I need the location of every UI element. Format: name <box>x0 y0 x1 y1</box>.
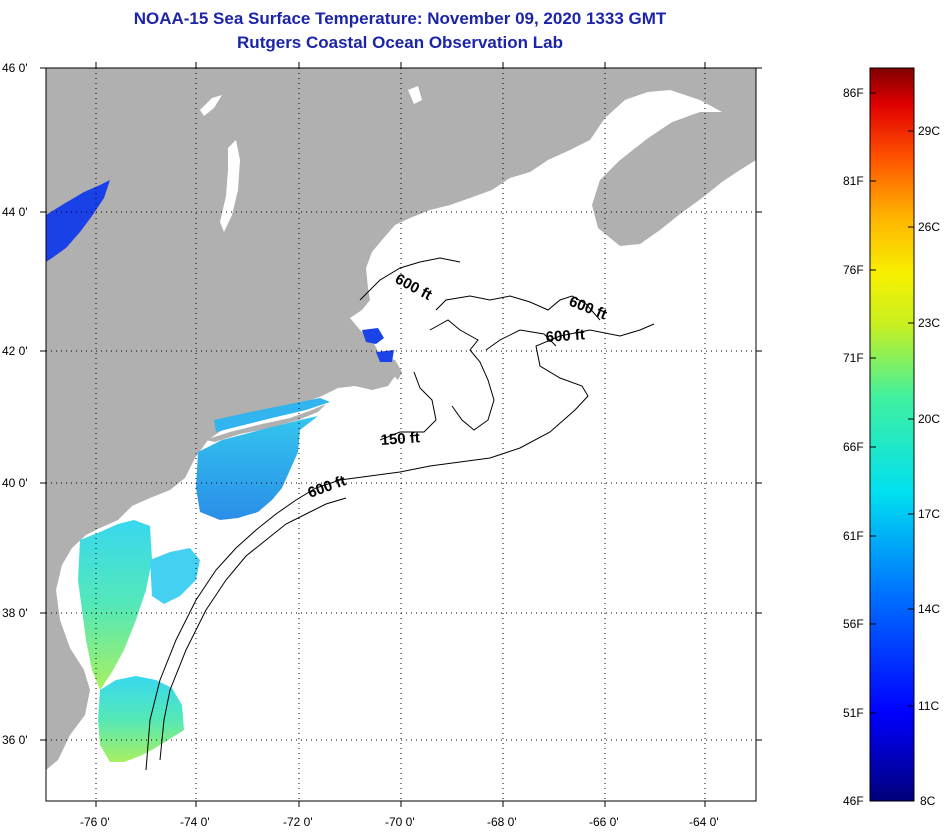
colorbar-label-8c: 8C <box>920 794 936 808</box>
colorbar-label-20c: 20C <box>918 412 940 426</box>
lat-label-42: 42 0' <box>2 344 28 358</box>
lon-label-66: -66 0' <box>589 815 619 829</box>
lake-ontario-sst <box>46 180 110 262</box>
land-nova-scotia <box>592 110 756 246</box>
lon-label-72: -72 0' <box>283 815 313 829</box>
colorbar-label-71f: 71F <box>843 351 864 365</box>
lat-label-36: 36 0' <box>2 733 28 747</box>
colorbar-c-ticks <box>908 130 914 707</box>
water-gulf-st-lawrence <box>605 90 722 160</box>
bathymetry-contours <box>145 257 655 771</box>
lon-label-74: -74 0' <box>180 815 210 829</box>
colorbar-label-81f: 81F <box>843 174 864 188</box>
colorbar-label-86f: 86F <box>843 86 864 100</box>
sst-mid-atlantic-bight <box>196 416 318 520</box>
lat-label-44: 44 0' <box>2 205 28 219</box>
colorbar-label-26c: 26C <box>918 220 940 234</box>
colorbar-label-51f: 51F <box>843 706 864 720</box>
lon-label-70: -70 0' <box>385 815 415 829</box>
lon-label-76: -76 0' <box>80 815 110 829</box>
lat-label-38: 38 0' <box>2 606 28 620</box>
colorbar-label-29c: 29C <box>918 124 940 138</box>
land-mainland <box>46 68 756 770</box>
lon-label-64: -64 0' <box>689 815 719 829</box>
colorbar-label-56f: 56F <box>843 617 864 631</box>
inland-lakes <box>200 86 422 232</box>
lat-label-40: 40 0' <box>2 476 28 490</box>
colorbar-label-23c: 23C <box>918 316 940 330</box>
sst-chesapeake <box>78 520 152 690</box>
colorbar-label-66f: 66F <box>843 440 864 454</box>
colorbar-label-17c: 17C <box>918 507 940 521</box>
sst-hatteras <box>98 676 184 762</box>
graticule <box>46 68 756 801</box>
colorbar-label-76f: 76F <box>843 263 864 277</box>
colorbar-label-46f: 46F <box>843 794 864 808</box>
colorbar <box>869 67 915 802</box>
colorbar-label-14c: 14C <box>918 602 940 616</box>
map-title: NOAA-15 Sea Surface Temperature: Novembe… <box>133 9 667 28</box>
colorbar-label-11c: 11C <box>918 699 939 713</box>
lat-label-46: 46 0' <box>2 61 28 75</box>
tick-marks <box>40 62 762 807</box>
lon-label-68: -68 0' <box>487 815 517 829</box>
sst-long-island-sound <box>214 398 330 432</box>
contour-label-150ft: 150 ft <box>380 429 420 449</box>
sst-mid-shelf-patch <box>150 548 200 604</box>
land-long-island <box>205 404 326 442</box>
mass-bay-sst <box>362 328 394 362</box>
contour-label-600ft-3: 600 ft <box>545 326 585 346</box>
colorbar-f-ticks <box>870 92 876 714</box>
map-subtitle: Rutgers Coastal Ocean Observation Lab <box>237 33 563 52</box>
colorbar-label-61f: 61F <box>843 529 864 543</box>
